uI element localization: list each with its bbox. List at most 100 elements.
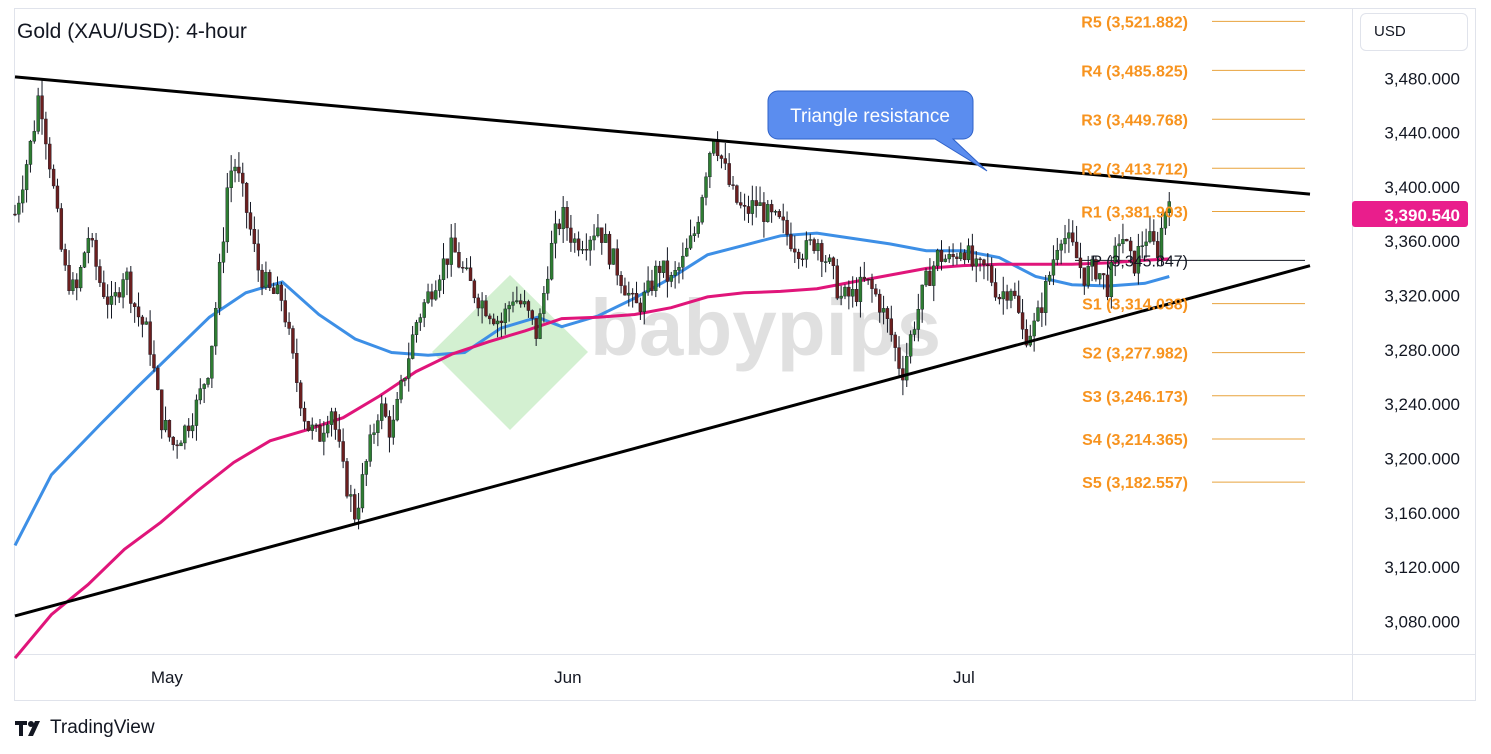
candle-body-21 [94, 239, 98, 267]
candle-body-34 [144, 321, 148, 325]
candle-body-195 [766, 204, 770, 222]
candle-body-209 [820, 243, 824, 262]
candle-body-169 [665, 260, 670, 282]
candle-body-176 [692, 233, 697, 236]
pivot-label-5: P (3,345.847) [1091, 253, 1188, 270]
candle-body-3 [24, 164, 29, 191]
candle-body-59 [241, 172, 245, 184]
candle-body-99 [395, 398, 399, 421]
candle-body-258 [1009, 290, 1013, 301]
candle-body-70 [283, 300, 287, 323]
candle-body-184 [723, 158, 728, 164]
candle-body-196 [769, 204, 774, 213]
candle-body-285 [1113, 245, 1117, 263]
candle-body-251 [982, 259, 986, 265]
y-tick-label: 3,280.000 [1384, 341, 1460, 360]
candle-body-107 [426, 291, 430, 303]
babypips-watermark: babypips [432, 275, 941, 430]
candle-body-104 [414, 322, 419, 335]
candle-body-231 [905, 356, 909, 381]
candle-body-79 [318, 425, 322, 442]
annotation-callout: Triangle resistance [767, 90, 988, 172]
x-tick-label: May [151, 668, 184, 687]
candle-body-166 [654, 265, 658, 291]
candle-body-167 [657, 265, 662, 273]
candle-body-124 [491, 318, 496, 325]
currency-button[interactable]: USD [1360, 13, 1468, 51]
pivot-label-1: R4 (3,485.825) [1081, 63, 1188, 80]
candle-body-170 [669, 275, 673, 282]
candle-body-237 [928, 270, 932, 286]
candle-body-211 [827, 257, 832, 262]
candle-body-153 [603, 233, 608, 243]
candle-body-264 [1032, 320, 1036, 337]
candle-body-122 [484, 300, 488, 317]
candle-body-102 [407, 358, 411, 379]
candle-body-16 [75, 279, 79, 289]
candle-body-56 [229, 170, 233, 188]
candle-body-111 [441, 258, 446, 280]
candle-body-86 [345, 461, 349, 497]
candle-body-22 [98, 266, 102, 283]
y-tick-label: 3,240.000 [1384, 395, 1460, 414]
candle-body-37 [156, 367, 160, 390]
candle-body-213 [835, 265, 839, 299]
candle-body-93 [372, 432, 376, 435]
trendline-support [14, 264, 1311, 618]
pivot-label-2: R3 (3,449.768) [1081, 112, 1188, 129]
candle-body-128 [507, 305, 511, 310]
candle-body-63 [256, 243, 260, 271]
candle-body-288 [1125, 239, 1129, 242]
candle-body-165 [650, 280, 654, 291]
candle-body-268 [1047, 274, 1052, 282]
candle-body-204 [800, 258, 805, 260]
candle-body-123 [488, 315, 492, 320]
candle-body-71 [287, 321, 291, 329]
candle-body-295 [1152, 231, 1156, 242]
candle-body-110 [437, 279, 442, 291]
candle-body-131 [519, 300, 523, 305]
candle-body-175 [688, 235, 693, 249]
candle-body-146 [576, 238, 581, 251]
candle-body-289 [1128, 240, 1133, 252]
y-tick-label: 3,160.000 [1384, 504, 1460, 523]
candle-body-186 [731, 184, 735, 186]
candle-body-152 [600, 227, 604, 243]
candle-body-229 [897, 347, 901, 369]
candle-body-198 [777, 211, 782, 218]
candle-body-224 [878, 293, 882, 313]
candle-body-95 [380, 403, 384, 421]
candle-body-23 [102, 282, 106, 297]
candle-body-27 [117, 292, 121, 298]
candle-body-150 [592, 235, 596, 241]
candle-body-7 [40, 95, 44, 120]
candle-body-286 [1117, 243, 1121, 247]
candle-body-98 [391, 419, 396, 438]
candle-body-106 [422, 302, 426, 318]
chart-title: Gold (XAU/USD): 4-hour [17, 20, 247, 43]
candle-body-172 [677, 267, 681, 271]
candle-body-253 [989, 265, 994, 283]
candle-body-50 [206, 378, 210, 385]
pivot-label-9: S4 (3,214.365) [1082, 432, 1188, 449]
candle-body-77 [310, 424, 314, 431]
y-tick-label: 3,120.000 [1384, 558, 1460, 577]
candle-body-75 [302, 407, 307, 422]
candle-body-81 [325, 424, 330, 434]
candle-body-233 [912, 329, 917, 335]
candle-body-38 [159, 389, 164, 431]
candle-body-112 [445, 258, 450, 265]
candle-body-279 [1090, 259, 1094, 267]
candle-body-280 [1094, 259, 1098, 280]
candle-body-137 [542, 293, 546, 314]
candle-body-201 [789, 234, 793, 250]
candle-body-160 [630, 292, 635, 295]
candle-body-248 [970, 245, 975, 267]
x-axis-ticks: May Jun Jul [151, 668, 975, 687]
candle-body-51 [210, 345, 214, 379]
candle-body-205 [804, 240, 809, 260]
candle-body-96 [383, 403, 388, 417]
candle-body-40 [167, 420, 172, 438]
candle-body-235 [920, 284, 924, 310]
candle-body-234 [916, 309, 921, 330]
